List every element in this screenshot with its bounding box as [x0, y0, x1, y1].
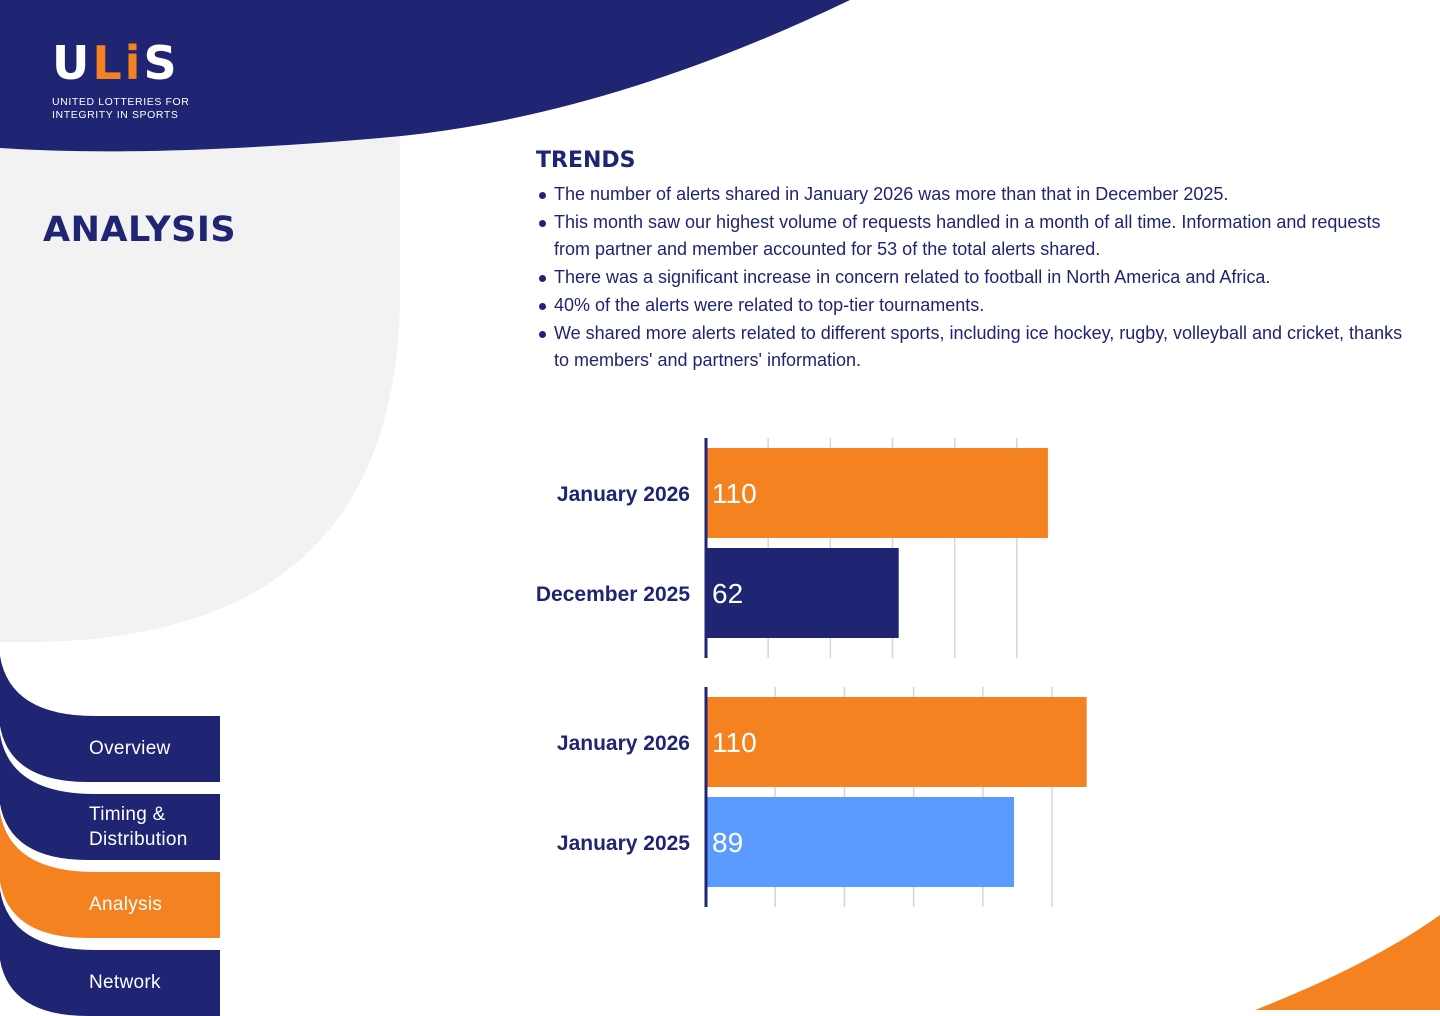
trend-item: 40% of the alerts were related to top-ti… — [536, 292, 1416, 319]
bullet-icon — [539, 220, 546, 227]
logo-wordmark: ULiS — [52, 36, 180, 90]
trends-section: TRENDS The number of alerts shared in Ja… — [536, 148, 1416, 375]
bullet-icon — [539, 275, 546, 282]
tab-shape — [0, 734, 220, 860]
nav-label-analysis: Analysis — [89, 894, 163, 915]
bullet-icon — [539, 192, 546, 199]
tab-shape — [0, 812, 220, 938]
nav-label-network: Network — [89, 972, 161, 993]
page-title: ANALYSIS — [43, 210, 237, 250]
nav-tab-timing-distribution[interactable]: Timing & Distribution — [0, 734, 220, 860]
nav-label-overview: Overview — [89, 738, 171, 759]
nav-tab-overview[interactable]: Overview — [0, 656, 220, 782]
nav-tab-analysis[interactable]: Analysis — [0, 812, 220, 938]
bullet-icon — [539, 303, 546, 310]
light-gray-panel — [0, 130, 400, 642]
tab-shape — [0, 890, 220, 1016]
trend-item: We shared more alerts related to differe… — [536, 320, 1416, 374]
header-navy-arc — [0, 0, 850, 152]
trends-list: The number of alerts shared in January 2… — [536, 181, 1416, 374]
trends-title: TRENDS — [536, 148, 636, 173]
trend-item: The number of alerts shared in January 2… — [536, 181, 1416, 208]
trend-item: There was a significant increase in conc… — [536, 264, 1416, 291]
bullet-icon — [539, 331, 546, 338]
nav-label-timing-distribution: Timing & Distribution — [89, 804, 188, 850]
ulis-logo: ULiS UNITED LOTTERIES FOR INTEGRITY IN S… — [52, 40, 212, 122]
corner-orange-wedge — [1255, 915, 1440, 1010]
logo-subtitle: UNITED LOTTERIES FOR INTEGRITY IN SPORTS — [52, 96, 190, 121]
trend-item: This month saw our highest volume of req… — [536, 209, 1416, 263]
tab-shape — [0, 656, 220, 782]
nav-tab-network[interactable]: Network — [0, 890, 220, 1016]
